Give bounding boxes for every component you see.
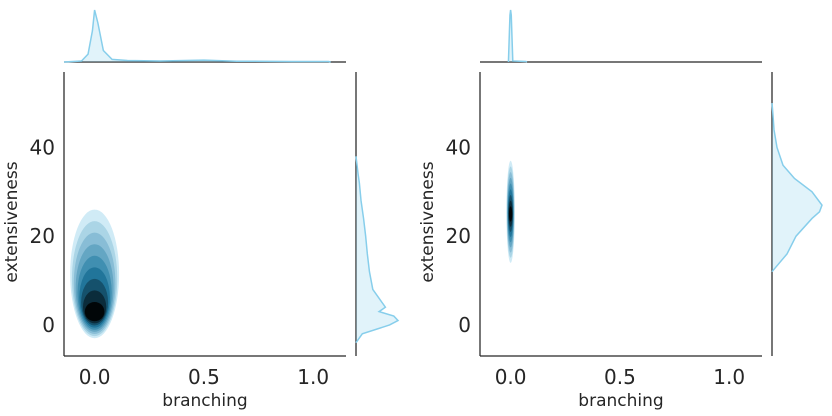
chart-panel-1: 0.0 0.5 1.0 0 20 40 branching extensiveness [2, 9, 400, 411]
marginal-x-density-line [63, 9, 331, 63]
y-tick-label: 0 [458, 313, 471, 337]
x-axis-label: branching [578, 391, 663, 411]
y-tick-label: 20 [446, 224, 471, 248]
marginal-y-density-fill [772, 103, 822, 272]
y-tick-label: 20 [30, 224, 55, 248]
x-tick-label: 0.5 [188, 365, 220, 389]
x-tick-label: 1.0 [713, 365, 745, 389]
marginal-x-density-line [507, 9, 528, 63]
y-axis-label: extensiveness [2, 161, 22, 282]
y-axis-label: extensiveness [418, 161, 438, 282]
joint-kde-contours [70, 209, 120, 339]
joint-kde-contours [506, 160, 515, 263]
x-tick-label: 0.0 [79, 365, 111, 389]
marginal-y-density-line [355, 156, 400, 344]
x-tick-label: 0.0 [495, 365, 527, 389]
y-tick-label: 0 [42, 313, 55, 337]
x-axis-label: branching [162, 391, 247, 411]
kde-level-9 [508, 206, 513, 222]
marginal-y-density-line [771, 102, 823, 273]
marginal-x-density-fill [64, 10, 331, 62]
marginal-y-density-fill [356, 156, 398, 343]
chart-panel-2: 0.0 0.5 1.0 0 20 40 branching extensiveness [418, 9, 823, 411]
kde-level-9 [84, 301, 105, 322]
x-tick-label: 0.5 [604, 365, 636, 389]
y-tick-label: 40 [30, 135, 55, 159]
y-tick-label: 40 [446, 135, 471, 159]
x-tick-label: 1.0 [297, 365, 329, 389]
